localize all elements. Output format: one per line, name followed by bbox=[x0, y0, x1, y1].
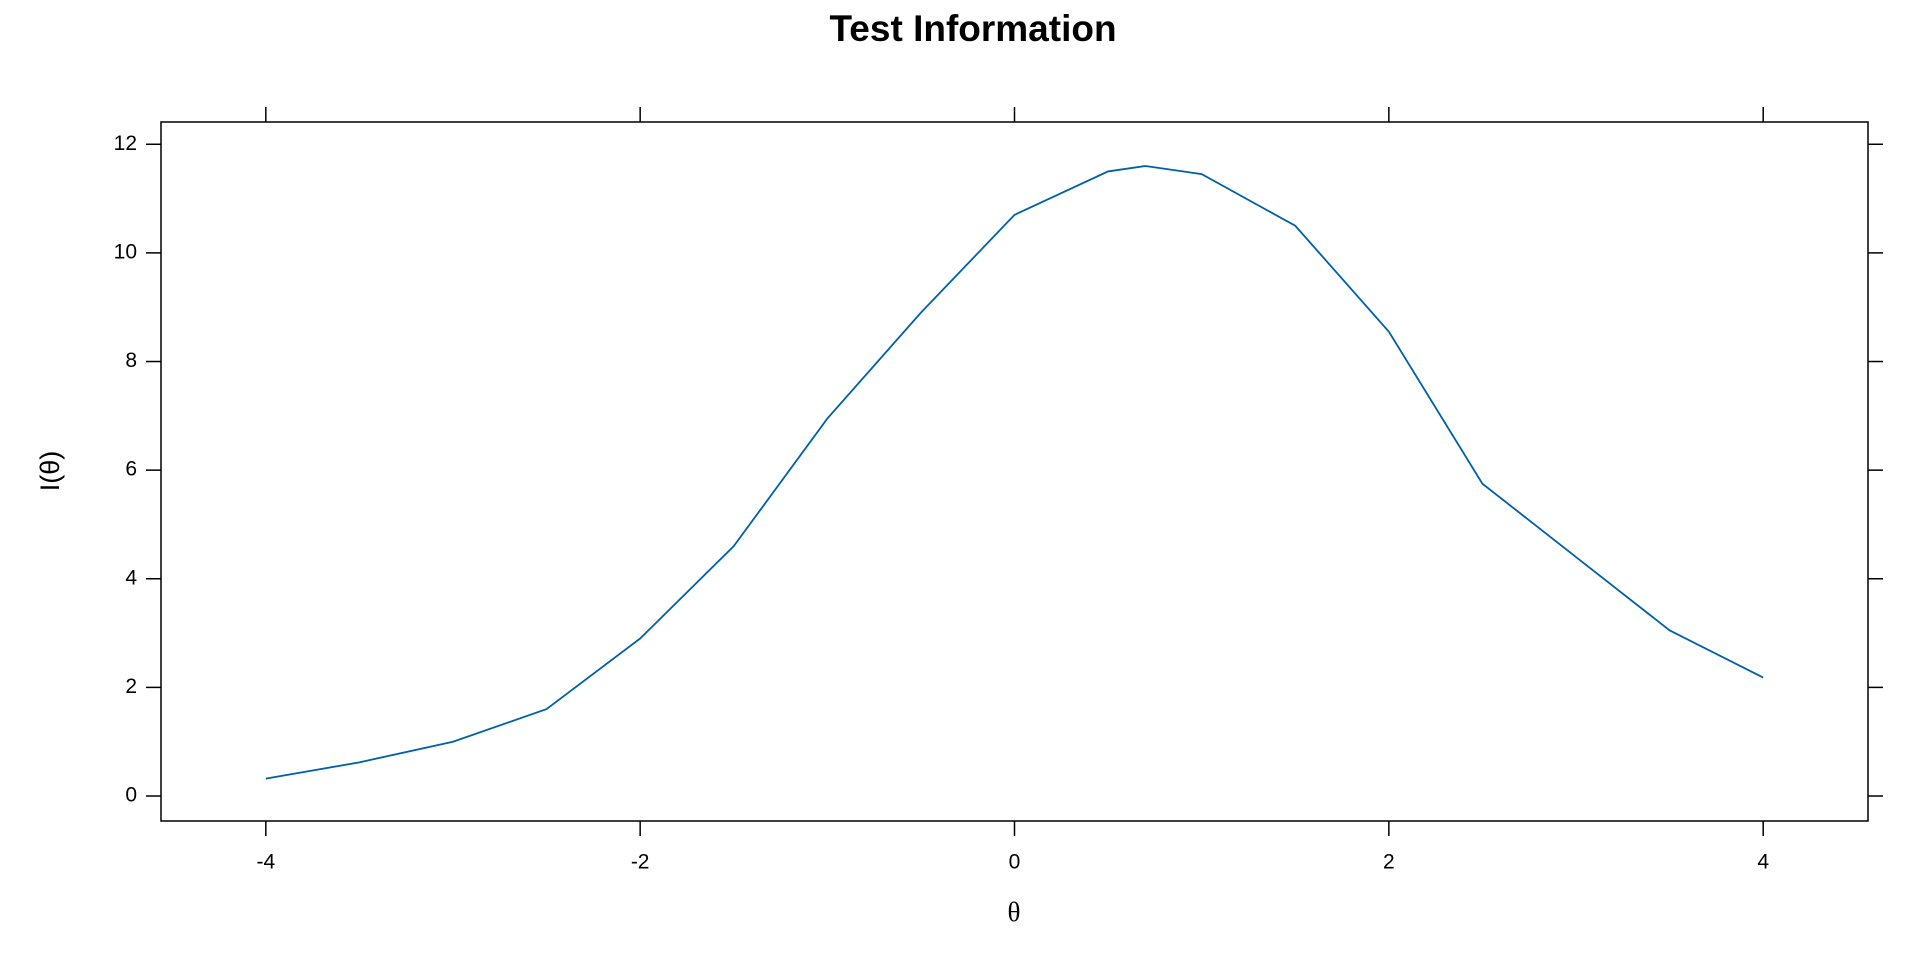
y-tick-label: 12 bbox=[114, 132, 137, 155]
y-tick-label: 2 bbox=[125, 675, 137, 698]
chart-title: Test Information bbox=[829, 8, 1116, 49]
y-tick-label: 4 bbox=[125, 566, 137, 589]
y-axis-label: I(θ) bbox=[35, 451, 65, 492]
y-tick-label: 0 bbox=[125, 784, 137, 807]
x-axis-label: θ bbox=[1008, 897, 1021, 927]
x-tick-label: -4 bbox=[256, 851, 275, 874]
x-tick-label: 4 bbox=[1757, 851, 1769, 874]
x-tick-label: 2 bbox=[1383, 851, 1395, 874]
line bbox=[265, 165, 1764, 780]
y-tick-label: 8 bbox=[125, 349, 137, 372]
y-tick-label: 10 bbox=[114, 240, 137, 263]
x-tick-label: -2 bbox=[631, 851, 650, 874]
plot-frame bbox=[160, 121, 1869, 822]
x-tick-label: 0 bbox=[1009, 851, 1021, 874]
y-tick-label: 6 bbox=[125, 458, 137, 481]
